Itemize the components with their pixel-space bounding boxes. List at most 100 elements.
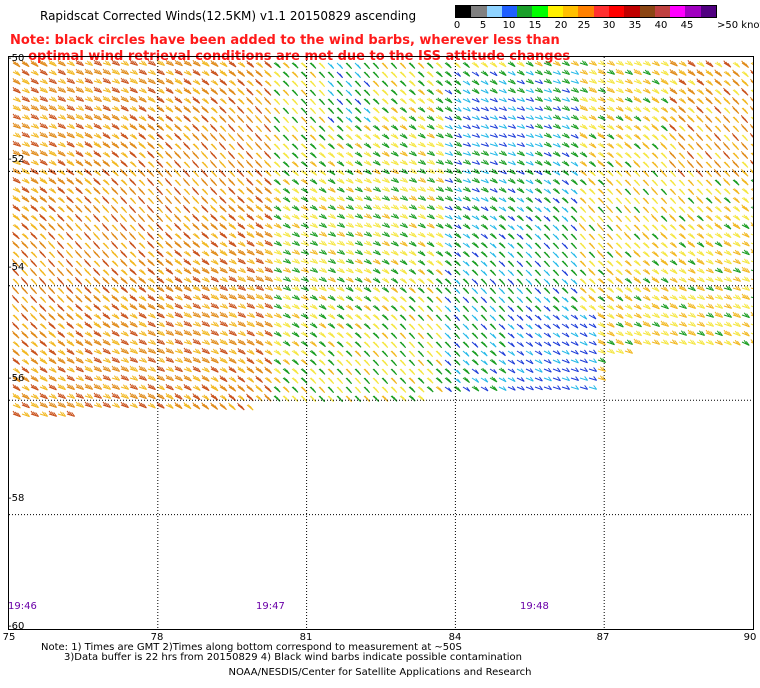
- wind-barb-2514: [228, 329, 237, 337]
- wind-barb-2123: [444, 287, 452, 294]
- wind-barb-238: [660, 78, 669, 85]
- wind-barb-1597: [192, 233, 200, 240]
- wind-barb-1336: [83, 204, 92, 213]
- wind-barb-1778: [327, 249, 337, 255]
- wind-barb-23: [219, 61, 228, 68]
- wind-barb-2913: [516, 377, 525, 382]
- wind-barb-770: [218, 141, 227, 151]
- wind-barb-952: [363, 160, 372, 166]
- wind-barb-3024: [336, 395, 343, 403]
- wind-barb-1121: [390, 177, 399, 184]
- wind-barb-346: [138, 95, 147, 103]
- wind-barb-2822: [291, 368, 299, 375]
- wind-barb-2158: [11, 294, 19, 304]
- wind-barb-274: [237, 87, 245, 96]
- wind-barb-2671: [147, 347, 157, 354]
- wind-barb-2299: [534, 305, 542, 312]
- wind-barb-886: [516, 150, 525, 157]
- wind-barb-1639: [570, 233, 577, 241]
- wind-barb-2176: [174, 294, 183, 301]
- wind-barb-1902: [696, 258, 705, 265]
- wind-barb-1689: [273, 240, 282, 247]
- wind-barb-1395: [615, 206, 622, 214]
- wind-barb-222: [516, 79, 525, 85]
- wind-barb-2993: [57, 392, 66, 400]
- wind-barb-52: [480, 61, 489, 68]
- wind-barb-1435: [228, 213, 236, 221]
- wind-barb-1770: [255, 248, 264, 256]
- wind-barb-1847: [201, 258, 210, 266]
- wind-barb-1190: [264, 186, 272, 195]
- wind-barb-2428: [201, 320, 211, 327]
- wind-barb-994: [741, 161, 749, 168]
- color-swatch-0: [456, 6, 472, 17]
- wind-barb-1992: [12, 278, 20, 286]
- wind-barb-460: [417, 106, 426, 113]
- color-scale-label-10: >50 knots: [717, 20, 760, 31]
- wind-barb-1793: [462, 251, 470, 258]
- wind-barb-1964: [507, 269, 515, 277]
- wind-barb-2831: [372, 368, 379, 376]
- wind-barb-26: [246, 60, 255, 68]
- wind-barb-2453: [426, 323, 434, 331]
- wind-barb-75: [687, 60, 696, 67]
- wind-barb-2475: [624, 320, 633, 328]
- wind-barb-1524: [282, 222, 291, 229]
- wind-barb-610: [273, 125, 280, 133]
- wind-barb-1149: [642, 179, 650, 187]
- wind-barb-2750: [237, 358, 246, 364]
- wind-barb-40: [372, 62, 379, 70]
- wind-barb-1091: [120, 179, 128, 186]
- wind-barb-2229: [651, 294, 660, 301]
- wind-barb-428: [129, 105, 138, 112]
- wind-barb-2215: [525, 296, 533, 303]
- wind-barb-79: [723, 60, 732, 68]
- wind-barb-2957: [318, 386, 326, 394]
- wind-barb-2544: [498, 332, 506, 339]
- wind-barb-2469: [570, 323, 579, 329]
- wind-barb-707: [399, 133, 408, 140]
- wind-barb-1555: [561, 224, 569, 231]
- wind-barb-1553: [543, 224, 551, 231]
- wind-barb-278: [273, 89, 281, 96]
- wind-barb-2784: [543, 359, 552, 364]
- wind-barb-2132: [525, 287, 533, 295]
- wind-barb-1716: [516, 242, 524, 249]
- wind-barb-1994: [30, 278, 37, 286]
- wind-barb-2066: [678, 276, 687, 283]
- wind-barb-1623: [426, 232, 435, 238]
- wind-barb-138: [507, 71, 516, 76]
- wind-barb-102: [183, 69, 192, 76]
- wind-barb-2718: [570, 349, 579, 355]
- wind-barb-1199: [345, 186, 354, 193]
- wind-barb-2196: [354, 295, 363, 302]
- wind-barb-2462: [507, 323, 515, 330]
- wind-barb-166: [12, 78, 21, 85]
- wind-barb-2770: [417, 359, 425, 366]
- wind-barb-2362: [354, 313, 362, 320]
- wind-barb-727: [579, 132, 588, 139]
- wind-barb-1229: [615, 188, 623, 195]
- wind-barb-922: [93, 159, 102, 167]
- wind-barb-919: [66, 159, 75, 167]
- wind-barb-2705: [453, 350, 461, 357]
- wind-barb-2756: [291, 358, 299, 366]
- wind-barb-2879: [210, 376, 219, 382]
- wind-barb-1030: [318, 169, 327, 176]
- wind-barb-2167: [93, 294, 101, 303]
- wind-barb-2829: [354, 368, 362, 376]
- wind-barb-1512: [173, 222, 182, 231]
- wind-barb-1363: [327, 204, 336, 211]
- wind-barb-38: [354, 62, 361, 70]
- wind-barb-336: [48, 96, 58, 102]
- wind-barb-2955: [300, 386, 308, 393]
- wind-barb-3010: [210, 393, 219, 401]
- wind-barb-723: [543, 132, 552, 139]
- wind-barb-406: [678, 97, 687, 104]
- wind-barb-618: [345, 125, 353, 132]
- wind-barb-1723: [579, 242, 586, 250]
- wind-barb-1858: [300, 258, 310, 264]
- wind-barb-2415: [84, 321, 93, 329]
- wind-barb-1372: [408, 204, 418, 210]
- wind-barb-625: [408, 124, 417, 131]
